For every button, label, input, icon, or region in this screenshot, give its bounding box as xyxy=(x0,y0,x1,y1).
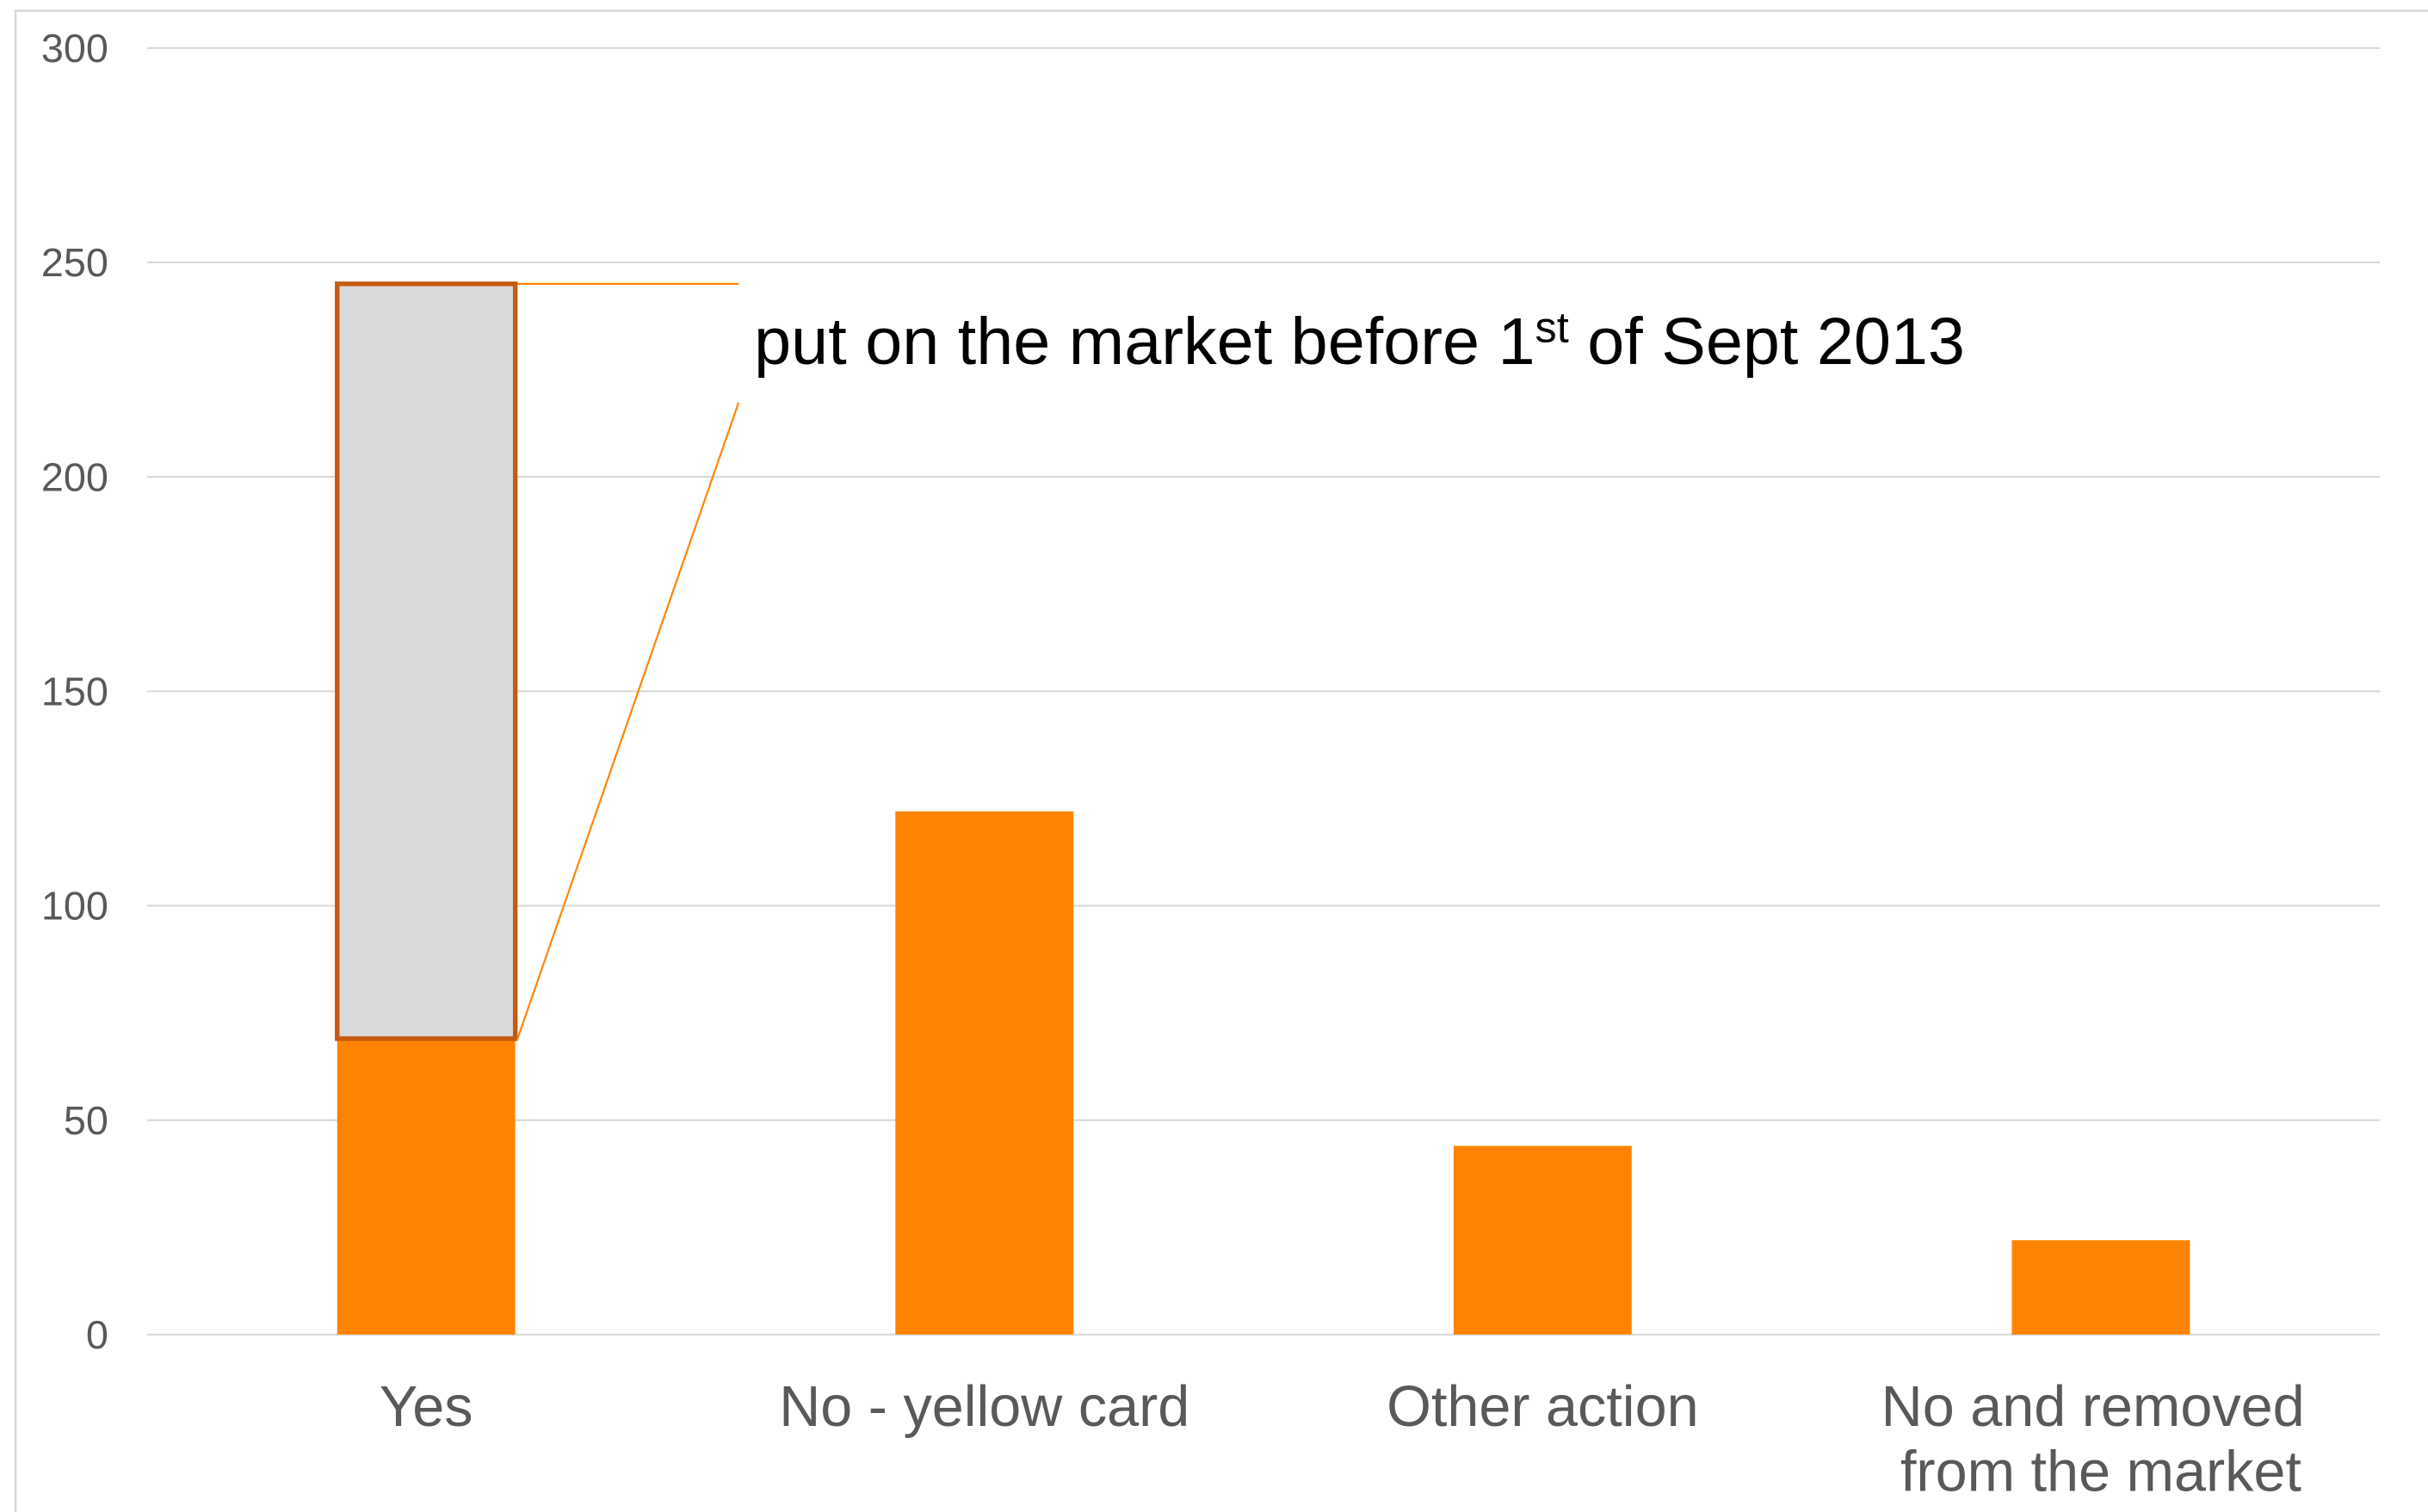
x-tick-label: No and removed from the market xyxy=(1881,1375,2320,1504)
annotation-text: put on the market before 1 xyxy=(754,305,1535,379)
y-tick-label: 100 xyxy=(41,884,108,929)
bar-segment xyxy=(335,281,518,1041)
annotation-text: of Sept 2013 xyxy=(1569,305,1965,379)
x-tick-label: Other action xyxy=(1387,1375,1699,1439)
chart-frame xyxy=(14,9,2428,1512)
bar-segment xyxy=(337,1038,516,1335)
x-tick-label: No - yellow card xyxy=(779,1375,1189,1439)
y-tick-label: 200 xyxy=(41,454,108,499)
x-tick-label: Yes xyxy=(380,1375,473,1439)
bar-segment xyxy=(2011,1240,2190,1335)
annotation-superscript: st xyxy=(1535,303,1569,352)
leader-line xyxy=(516,402,740,1040)
annotation: put on the market before 1st of Sept 201… xyxy=(754,303,1965,379)
bar-segment xyxy=(895,811,1074,1335)
y-tick-label: 300 xyxy=(41,26,108,71)
y-tick-label: 50 xyxy=(64,1098,108,1143)
y-tick-label: 250 xyxy=(41,240,108,285)
y-tick-label: 0 xyxy=(86,1312,108,1357)
y-tick-label: 150 xyxy=(41,669,108,713)
bar-segment xyxy=(1453,1145,1632,1335)
